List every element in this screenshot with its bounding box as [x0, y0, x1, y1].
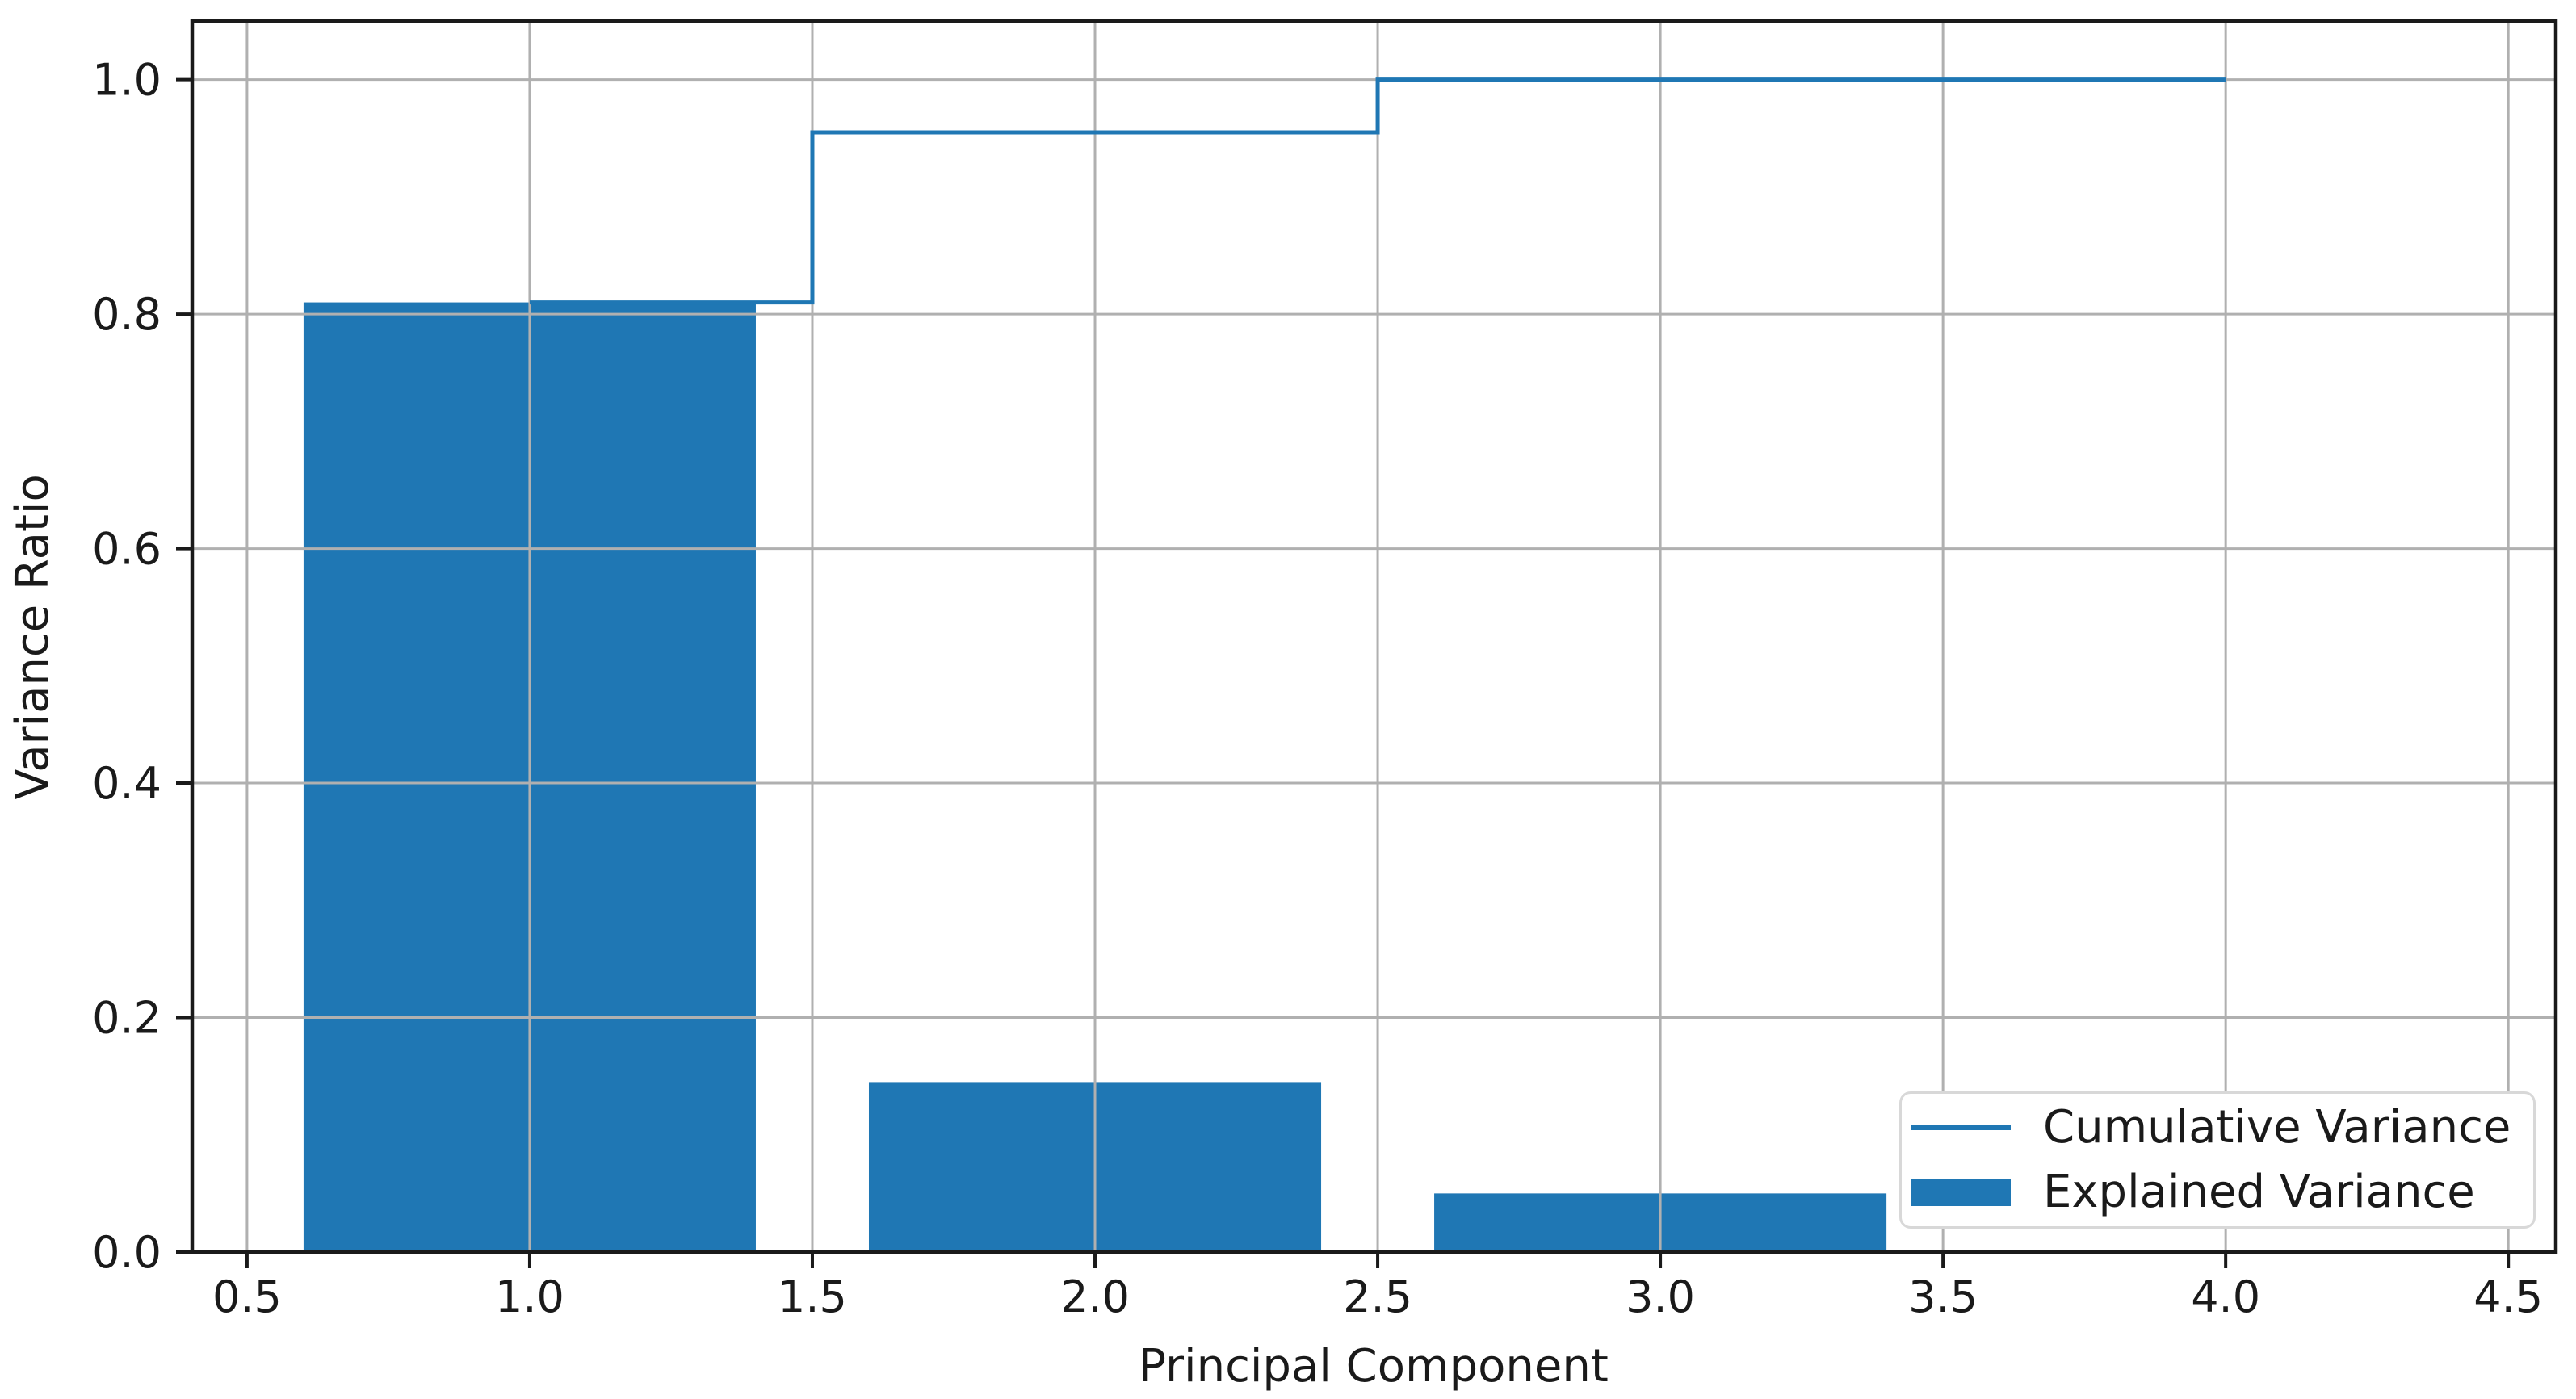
- y-axis-title: Variance Ratio: [6, 474, 59, 800]
- cumulative-variance-line: [529, 77, 2226, 305]
- x-axis-title: Principal Component: [1139, 1340, 1609, 1393]
- legend-item-explained-variance: Explained Variance: [1911, 1170, 2533, 1215]
- legend: Cumulative Variance Explained Variance: [1899, 1091, 2536, 1229]
- y-tick-label: 1.0: [92, 55, 162, 106]
- legend-item-cumulative-variance: Cumulative Variance: [1911, 1105, 2533, 1150]
- legend-label-cumulative-variance: Cumulative Variance: [2043, 1101, 2511, 1154]
- legend-label-explained-variance: Explained Variance: [2043, 1166, 2475, 1218]
- y-tick-label: 0.8: [92, 289, 162, 340]
- y-tick-label: 0.2: [92, 993, 162, 1044]
- x-tick-label: 2.5: [1343, 1271, 1412, 1322]
- y-tick-label: 0.6: [92, 524, 162, 575]
- axes-frame: [190, 19, 2558, 1254]
- x-tick-label: 0.5: [212, 1271, 282, 1322]
- explained-variance-patch-swatch: [1911, 1179, 2011, 1206]
- y-tick-label: 0.0: [92, 1227, 162, 1278]
- cumulative-variance-line-swatch: [1911, 1125, 2011, 1130]
- y-tick-label: 0.4: [92, 758, 162, 809]
- x-tick-label: 1.0: [495, 1271, 564, 1322]
- x-tick-label: 1.5: [778, 1271, 847, 1322]
- x-tick-label: 4.0: [2191, 1271, 2260, 1322]
- x-tick-label: 2.0: [1060, 1271, 1130, 1322]
- x-tick-label: 4.5: [2473, 1271, 2543, 1322]
- x-tick-label: 3.5: [1908, 1271, 1978, 1322]
- x-tick-label: 3.0: [1626, 1271, 1695, 1322]
